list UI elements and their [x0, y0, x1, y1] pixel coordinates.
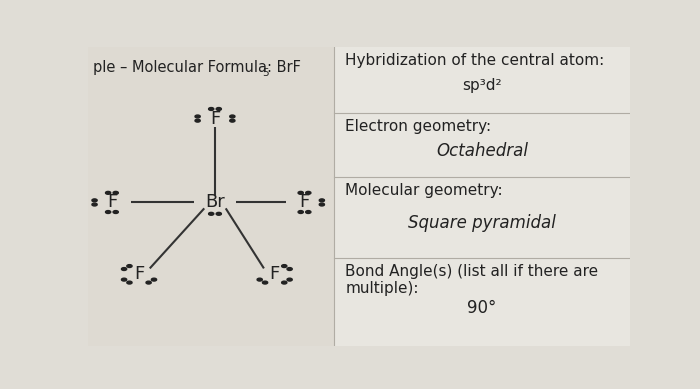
Circle shape [306, 191, 311, 194]
Circle shape [127, 281, 132, 284]
Circle shape [106, 210, 111, 214]
Circle shape [113, 191, 118, 194]
Text: Bond Angle(s) (list all if there are
multiple):: Bond Angle(s) (list all if there are mul… [345, 264, 598, 296]
Text: Square pyramidal: Square pyramidal [408, 214, 556, 232]
Text: 5: 5 [262, 68, 269, 78]
Circle shape [151, 278, 157, 281]
Circle shape [209, 107, 214, 110]
Text: F: F [134, 265, 144, 283]
Circle shape [287, 268, 292, 270]
Circle shape [281, 281, 287, 284]
Circle shape [281, 265, 287, 268]
Text: F: F [210, 110, 220, 128]
Circle shape [122, 278, 127, 281]
Circle shape [209, 212, 214, 215]
Circle shape [298, 210, 303, 214]
Text: Electron geometry:: Electron geometry: [345, 119, 491, 133]
Text: Hybridization of the central atom:: Hybridization of the central atom: [345, 53, 604, 68]
Circle shape [92, 199, 97, 202]
Circle shape [216, 107, 221, 110]
Circle shape [195, 115, 200, 118]
Circle shape [106, 191, 111, 194]
Circle shape [298, 191, 303, 194]
Circle shape [262, 281, 267, 284]
Text: F: F [107, 193, 117, 212]
Text: sp³d²: sp³d² [463, 78, 502, 93]
Circle shape [195, 119, 200, 122]
Text: 90°: 90° [468, 299, 497, 317]
Circle shape [319, 203, 325, 206]
Circle shape [319, 199, 325, 202]
Text: ple – Molecular Formula: BrF: ple – Molecular Formula: BrF [93, 60, 301, 75]
Circle shape [216, 212, 221, 215]
Text: F: F [300, 193, 309, 212]
Circle shape [230, 119, 235, 122]
Circle shape [287, 278, 292, 281]
Text: F: F [270, 265, 280, 283]
Text: Br: Br [205, 193, 225, 212]
Circle shape [230, 115, 235, 118]
Circle shape [146, 281, 151, 284]
Circle shape [257, 278, 262, 281]
Circle shape [306, 210, 311, 214]
Circle shape [122, 268, 127, 270]
Bar [88, 47, 335, 346]
Text: Molecular geometry:: Molecular geometry: [345, 183, 503, 198]
Bar [335, 47, 630, 346]
Circle shape [127, 265, 132, 268]
Circle shape [92, 203, 97, 206]
Text: Octahedral: Octahedral [436, 142, 528, 160]
Circle shape [113, 210, 118, 214]
